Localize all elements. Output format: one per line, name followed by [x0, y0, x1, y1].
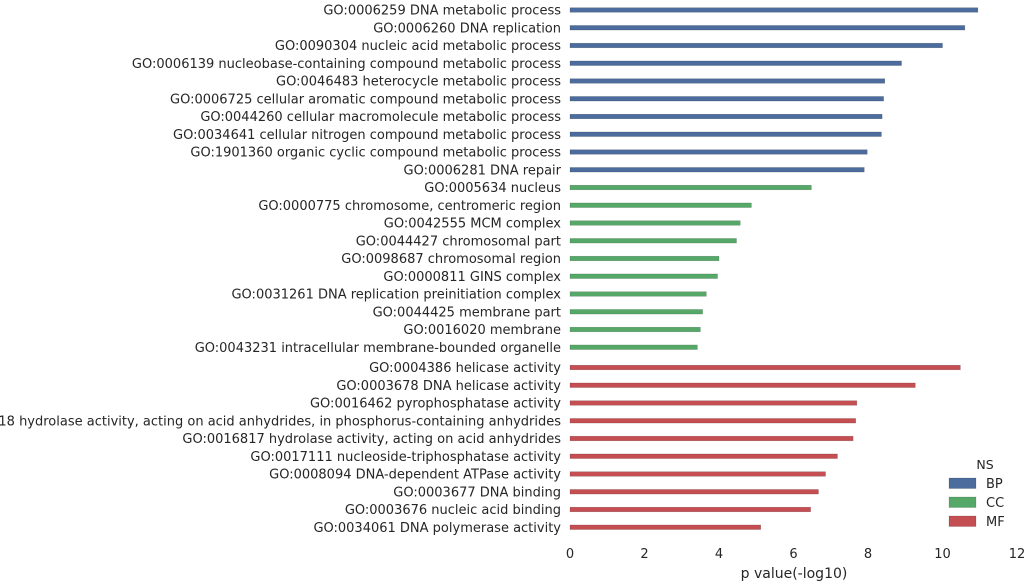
bar-cc: [569, 291, 707, 297]
legend: NS BP CC MF: [948, 457, 1005, 530]
bar-bp: [569, 167, 865, 173]
bar-cc: [569, 238, 737, 244]
category-label: GO:0004386 helicase activity: [369, 361, 561, 376]
bar-cc: [569, 344, 698, 350]
bar-mf: [569, 471, 826, 477]
category-label: GO:0090304 nucleic acid metabolic proces…: [275, 39, 561, 54]
bar-cc: [569, 220, 741, 226]
bar-mf: [569, 435, 854, 442]
category-label: GO:0046483 heterocycle metabolic process: [276, 75, 561, 90]
category-label: GO:0006259 DNA metabolic process: [323, 4, 561, 19]
bar-bp: [569, 113, 883, 120]
category-label: GO:0016462 pyrophosphatase activity: [310, 397, 561, 412]
category-label: GO:0016818 hydrolase activity, acting on…: [0, 414, 561, 429]
category-label: GO:0044425 membrane part: [373, 305, 561, 320]
x-tick-label: 4: [715, 547, 723, 562]
category-label: GO:0006139 nucleobase-containing compoun…: [132, 57, 561, 72]
x-axis: 0 2 4 6 8 10 12: [566, 547, 1025, 562]
category-label: GO:0098687 chromosomal region: [341, 252, 561, 267]
category-label: GO:1901360 organic cyclic compound metab…: [190, 146, 561, 161]
bar-cc: [569, 255, 720, 262]
x-tick-label: 12: [1009, 547, 1026, 562]
x-tick-label: 10: [934, 547, 951, 562]
bar-bp: [569, 96, 884, 102]
category-label: GO:0034641 cellular nitrogen compound me…: [173, 128, 561, 143]
category-labels: GO:0006259 DNA metabolic process GO:00062…: [0, 4, 562, 536]
bar-bp: [569, 60, 902, 66]
bar-mf: [569, 418, 856, 424]
category-label: GO:0034061 DNA polymerase activity: [313, 521, 561, 536]
bar-cc: [569, 202, 752, 208]
legend-label-bp: BP: [986, 477, 1003, 492]
legend-swatch-mf: [948, 515, 977, 527]
category-label: GO:0006725 cellular aromatic compound me…: [170, 92, 561, 107]
x-axis-label: p value(-log10): [741, 566, 848, 582]
x-tick-label: 6: [789, 547, 797, 562]
bar-mf: [569, 453, 838, 459]
bar-mf: [569, 364, 961, 371]
category-label: GO:0016817 hydrolase activity, acting on…: [182, 432, 561, 447]
bar-bp: [569, 149, 868, 155]
category-label: GO:0031261 DNA replication preinitiation…: [231, 288, 561, 303]
bar-mf: [569, 524, 761, 530]
category-label: GO:0000775 chromosome, centromeric regio…: [258, 199, 561, 214]
bar-bp: [569, 25, 966, 31]
legend-swatch-bp: [948, 477, 977, 489]
bar-bp: [569, 42, 943, 49]
category-label: GO:0044260 cellular macromolecule metabo…: [200, 110, 561, 125]
category-label: GO:0003676 nucleic acid binding: [345, 503, 561, 518]
category-label: GO:0006281 DNA repair: [404, 163, 562, 178]
bar-mf: [569, 400, 858, 406]
x-tick-label: 8: [864, 547, 872, 562]
x-tick-label: 2: [640, 547, 648, 562]
category-label: GO:0000811 GINS complex: [383, 270, 561, 285]
bar-bp: [569, 7, 979, 13]
bar-mf: [569, 382, 916, 388]
bar-bp: [569, 131, 882, 137]
bar-cc: [569, 326, 701, 333]
bar-mf: [569, 506, 811, 513]
bar-bp: [569, 78, 886, 84]
category-label: GO:0003678 DNA helicase activity: [336, 379, 561, 394]
category-label: GO:0044427 chromosomal part: [356, 234, 561, 249]
bar-mf: [569, 489, 819, 495]
category-label: GO:0006260 DNA replication: [373, 21, 561, 36]
legend-swatch-cc: [948, 496, 977, 508]
legend-label-mf: MF: [986, 515, 1005, 530]
bars-layer: [569, 7, 979, 530]
category-label: GO:0042555 MCM complex: [384, 217, 562, 232]
bar-cc: [569, 309, 703, 315]
category-label: GO:0043231 intracellular membrane-bounde…: [195, 341, 561, 356]
category-label: GO:0017111 nucleoside-triphosphatase act…: [250, 450, 561, 465]
bar-cc: [569, 184, 812, 191]
legend-label-cc: CC: [986, 496, 1004, 511]
bar-cc: [569, 273, 718, 279]
category-label: GO:0003677 DNA binding: [393, 485, 561, 500]
legend-title: NS: [976, 457, 993, 472]
category-label: GO:0005634 nucleus: [424, 181, 561, 196]
category-label: GO:0008094 DNA-dependent ATPase activity: [269, 468, 561, 483]
category-label: GO:0016020 membrane: [403, 323, 561, 338]
x-tick-label: 0: [566, 547, 574, 562]
